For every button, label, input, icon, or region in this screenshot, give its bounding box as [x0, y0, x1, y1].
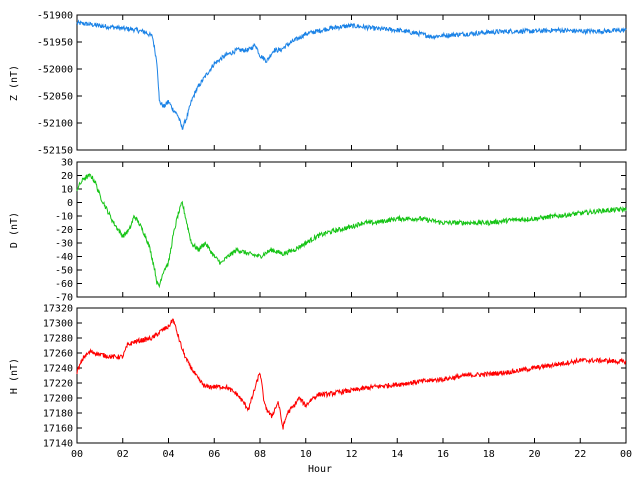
panel-d-frame: [76, 161, 627, 298]
panel-d: D (nT) 30 20 10 0 -10 -20 -30 -40 -50 -60 -70: [9, 158, 627, 304]
x-tick-label: 22: [574, 449, 586, 460]
x-tick-label: 00: [71, 449, 83, 460]
x-tick-label: 16: [437, 449, 449, 460]
panel-z-frame: [76, 14, 627, 151]
x-tick-label: 06: [208, 449, 220, 460]
x-tick-label: 08: [254, 449, 266, 460]
panel-h-yticks: 17320 17300 17280 17260 17240 17220 17200 17180…: [43, 304, 626, 450]
panel-z-ylabel: Z (nT): [9, 65, 20, 101]
panel-h-ylabel: H (nT): [9, 358, 20, 394]
panel-h: H (nT) 17320 17300 17280 17260 17240 17220 172…: [9, 304, 632, 476]
panel-d-series-line: [76, 173, 627, 289]
panel-z-series-line: [76, 19, 627, 130]
panel-z-ytick-label: -52000: [37, 65, 73, 76]
x-tick-label: 14: [391, 449, 403, 460]
x-tick-label: 12: [345, 449, 357, 460]
panel-h-ytick-label: 17260: [43, 349, 73, 360]
panel-h-series-line: [76, 318, 626, 430]
x-axis-label: Hour: [308, 464, 332, 475]
panel-z: Z (nT) -51900 -51950 -52000 -52050 -52100 -52…: [9, 11, 627, 157]
panel-h-ytick-label: 17200: [43, 394, 73, 405]
x-tick-label: 20: [528, 449, 540, 460]
panel-h-frame: [76, 307, 627, 444]
panel-h-ytick-label: 17220: [43, 379, 73, 390]
panel-d-ylabel: D (nT): [9, 212, 20, 248]
x-tick-label: 00: [620, 449, 632, 460]
x-tick-label: 18: [483, 449, 495, 460]
panel-h-ytick-label: 17280: [43, 334, 73, 345]
x-tick-label: 10: [300, 449, 312, 460]
panel-h-ytick-label: 17140: [43, 439, 73, 450]
panel-z-ytick-label: -52150: [37, 146, 73, 157]
panel-d-ytick-label: -60: [55, 279, 73, 290]
panel-z-ytick-label: -52050: [37, 92, 73, 103]
panel-h-ytick-label: 17180: [43, 409, 73, 420]
panel-d-ytick-label: -30: [55, 239, 73, 250]
panel-h-ytick-label: 17320: [43, 304, 73, 315]
panel-z-ytick-label: -52100: [37, 119, 73, 130]
panel-d-ytick-label: -70: [55, 293, 73, 304]
panel-d-ytick-label: 10: [61, 185, 73, 196]
panel-d-ytick-label: 0: [67, 198, 73, 209]
panel-z-ytick-label: -51900: [37, 11, 73, 22]
panel-z-ytick-label: -51950: [37, 38, 73, 49]
panel-h-xticks: 00 02 04 06 08 10 12 14 16 18 20 22 00: [71, 449, 632, 460]
panel-d-ytick-label: -10: [55, 212, 73, 223]
panel-h-ytick-label: 17160: [43, 424, 73, 435]
panel-h-ytick-label: 17300: [43, 319, 73, 330]
panel-d-ytick-label: -50: [55, 266, 73, 277]
panel-d-ytick-label: 20: [61, 171, 73, 182]
panel-z-yticks: -51900 -51950 -52000 -52050 -52100 -52150: [37, 11, 626, 157]
x-tick-label: 02: [117, 449, 129, 460]
x-tick-label: 04: [162, 449, 174, 460]
panel-d-yticks: 30 20 10 0 -10 -20 -30 -40 -50 -60 -70: [55, 158, 626, 304]
panel-d-ytick-label: -40: [55, 252, 73, 263]
panel-d-ytick-label: 30: [61, 158, 73, 169]
panel-d-ytick-label: -20: [55, 225, 73, 236]
panel-h-ytick-label: 17240: [43, 364, 73, 375]
